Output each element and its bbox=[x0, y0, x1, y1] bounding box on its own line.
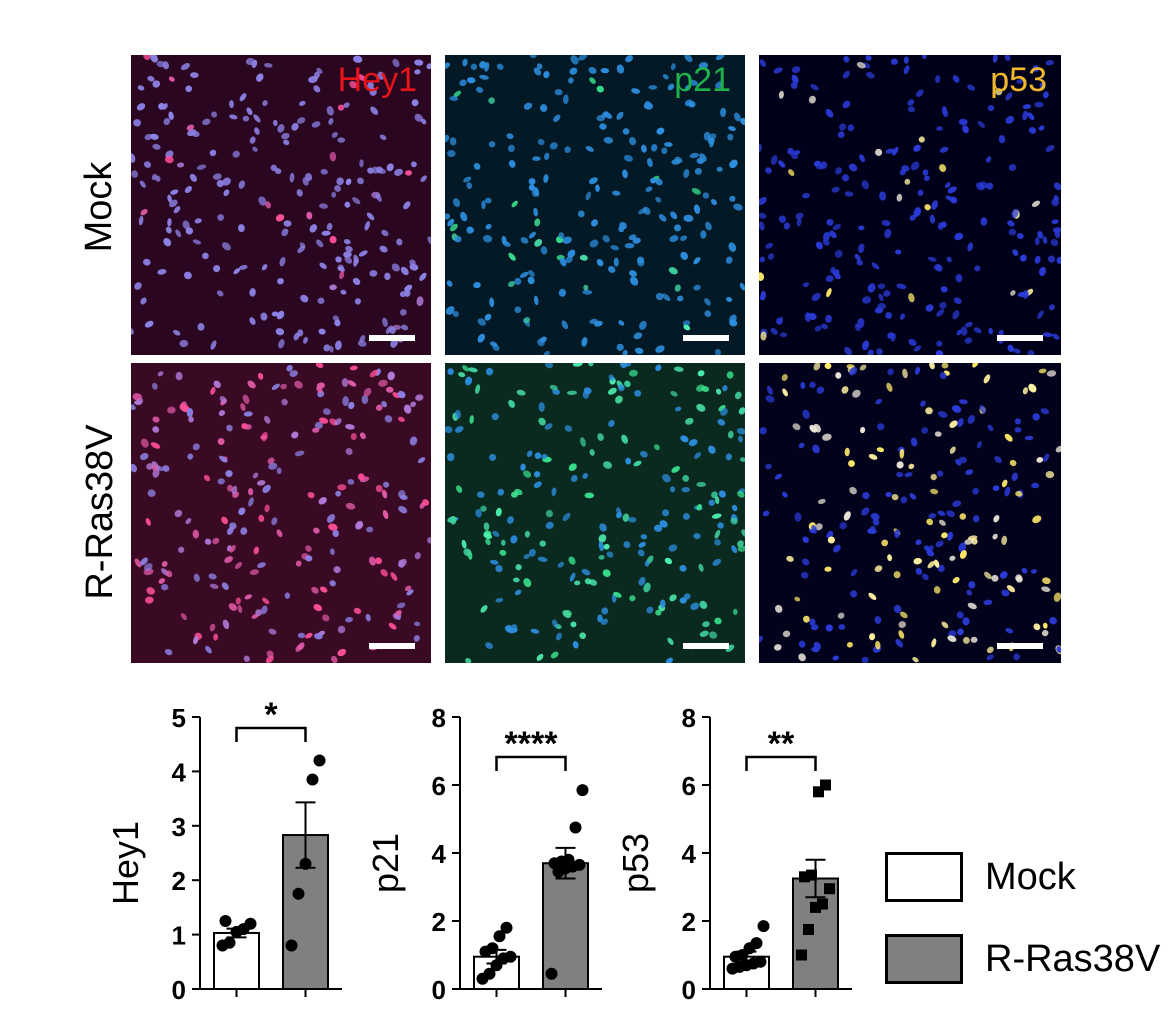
chart-p53-point bbox=[796, 949, 807, 961]
chart-p53-ylabel: p53 bbox=[615, 833, 656, 893]
chart-p53-point bbox=[757, 920, 770, 933]
chart-hey1-ylabel: Hey1 bbox=[105, 821, 146, 905]
chart-p53-ytick-label: 8 bbox=[682, 703, 696, 733]
scale-bar-icon bbox=[997, 643, 1043, 649]
chart-p21-point bbox=[545, 967, 558, 980]
chart-hey1-point bbox=[306, 773, 319, 786]
chart-p53-ytick-label: 4 bbox=[682, 839, 697, 869]
chart-hey1-significance-bracket bbox=[235, 726, 307, 742]
chart-p21-ytick-label: 2 bbox=[432, 907, 446, 937]
channel-label-hey1: Hey1 bbox=[337, 61, 417, 99]
chart-hey1-ytick-label: 0 bbox=[172, 975, 186, 1005]
chart-hey1-point bbox=[313, 754, 326, 767]
chart-hey1-significance: * bbox=[264, 696, 278, 734]
chart-p21-ytick-label: 0 bbox=[432, 975, 446, 1005]
chart-p21-point bbox=[500, 921, 513, 934]
chart-p53-point bbox=[799, 871, 810, 883]
channel-label-p53: p53 bbox=[990, 61, 1047, 99]
chart-p53-significance: ** bbox=[768, 725, 795, 763]
chart-p21-point bbox=[504, 950, 517, 963]
quantification-charts: 0 1 2 3 4 5 Hey1 * 0 2 4 6 8 p21 **** 0 2 4 6 8 p53 ** bbox=[105, 696, 852, 1005]
chart-p21-ylabel: p21 bbox=[365, 833, 406, 893]
chart-hey1-ytick-label: 4 bbox=[172, 757, 187, 787]
chart-hey1-ytick-label: 3 bbox=[172, 812, 186, 842]
chart-hey1-ytick-label: 1 bbox=[172, 921, 186, 951]
chart-p21-significance-bracket bbox=[495, 755, 567, 771]
chart-hey1-ytick-label: 2 bbox=[172, 866, 186, 896]
chart-p21-ytick-label: 4 bbox=[432, 839, 447, 869]
micrograph-p53-mock: p53 bbox=[759, 55, 1061, 355]
chart-p21-ytick-label: 8 bbox=[432, 703, 446, 733]
scale-bar-icon bbox=[369, 643, 415, 649]
chart-p21-significance: **** bbox=[505, 725, 559, 763]
legend-item-mock: Mock bbox=[880, 850, 1175, 906]
chart-p53-ytick-label: 0 bbox=[682, 975, 696, 1005]
chart-p53-point bbox=[810, 901, 821, 913]
micrograph-hey1-mock: Hey1 bbox=[131, 55, 431, 355]
chart-p53-point bbox=[803, 924, 814, 935]
legend-swatch-mock bbox=[885, 852, 963, 902]
chart-p53-point bbox=[824, 883, 835, 895]
chart-p53-point bbox=[820, 779, 831, 791]
chart-hey1-point bbox=[219, 915, 232, 927]
legend-item-r-ras38v: R-Ras38V bbox=[880, 932, 1175, 988]
chart-p21-ytick-label: 6 bbox=[432, 771, 446, 801]
row-label-r-ras38v: R-Ras38V bbox=[79, 424, 121, 600]
chart-hey1-point bbox=[292, 887, 305, 900]
chart-p53-ytick-label: 6 bbox=[682, 771, 696, 801]
chart-p53-point bbox=[806, 869, 817, 881]
chart-p21-point bbox=[562, 853, 575, 866]
micrograph-p53-r-ras38v bbox=[759, 363, 1061, 663]
channel-label-p21: p21 bbox=[674, 61, 731, 99]
chart-hey1-point bbox=[244, 917, 257, 930]
legend-label-r-ras38v: R-Ras38V bbox=[985, 938, 1161, 980]
chart-p53-point bbox=[754, 955, 767, 968]
chart-p21-point bbox=[569, 821, 582, 834]
chart-p21-point bbox=[483, 967, 496, 980]
chart-p53-significance-bracket bbox=[745, 755, 817, 771]
chart-p21-point bbox=[573, 858, 586, 871]
micrograph-hey1-r-ras38v bbox=[131, 363, 431, 663]
scale-bar-icon bbox=[997, 335, 1043, 341]
scale-bar-icon bbox=[369, 335, 415, 341]
scale-bar-icon bbox=[683, 335, 729, 341]
chart-p53-point bbox=[813, 786, 824, 798]
micrograph-p21-mock: p21 bbox=[445, 55, 745, 355]
chart-p21-point bbox=[576, 784, 589, 797]
scale-bar-icon bbox=[683, 643, 729, 649]
chart-hey1-point bbox=[285, 939, 298, 952]
chart-p53-point bbox=[750, 937, 763, 950]
legend-swatch-r-ras38v bbox=[885, 934, 963, 984]
chart-p21-point bbox=[493, 930, 506, 943]
chart-hey1-point bbox=[223, 936, 236, 949]
micrograph-p21-r-ras38v bbox=[445, 363, 745, 663]
chart-p53-point bbox=[817, 898, 828, 910]
chart-p53-ytick-label: 2 bbox=[682, 907, 696, 937]
chart-hey1-ytick-label: 5 bbox=[172, 703, 186, 733]
row-label-mock: Mock bbox=[78, 161, 120, 253]
legend-label-mock: Mock bbox=[985, 856, 1076, 898]
